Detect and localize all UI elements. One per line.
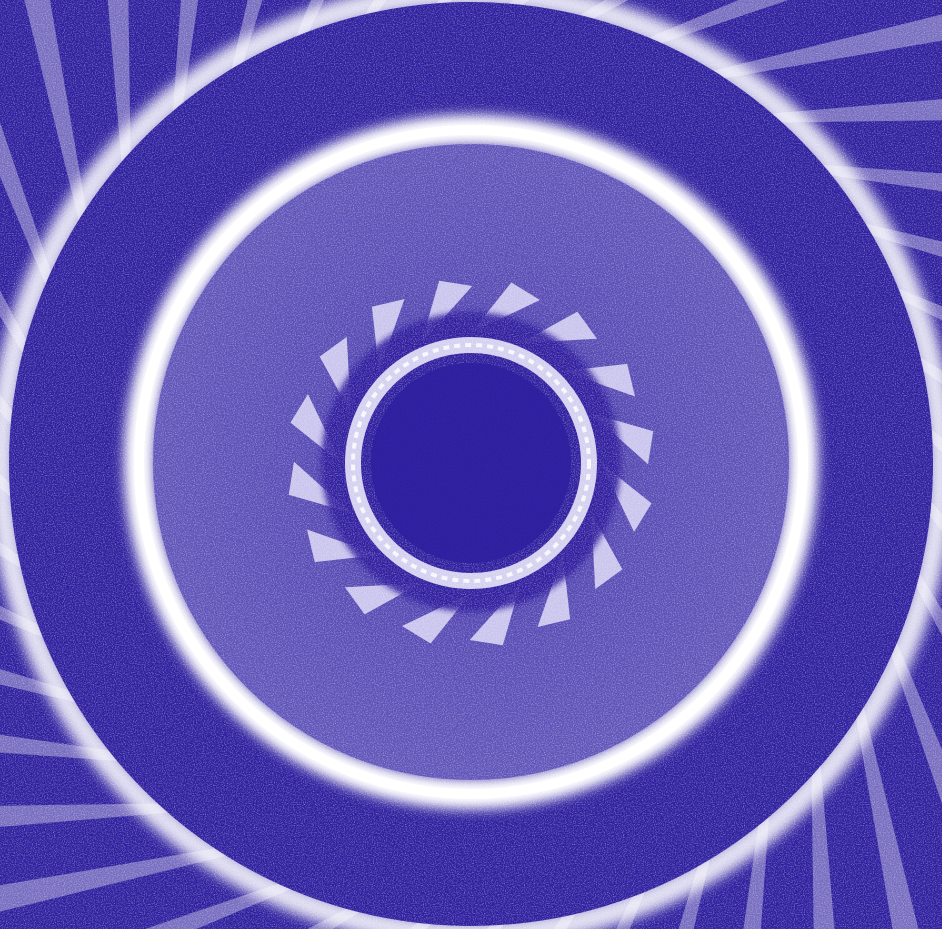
abstract-spiral-artwork [0,0,942,929]
